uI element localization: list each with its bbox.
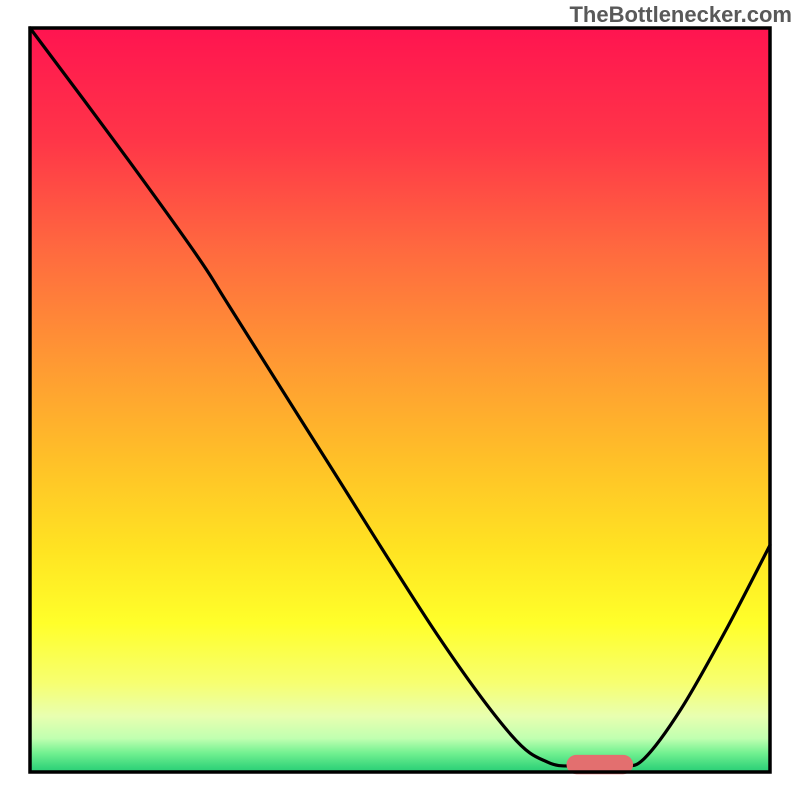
- watermark-text: TheBottlenecker.com: [569, 2, 792, 28]
- chart-container: { "watermark": { "text": "TheBottlenecke…: [0, 0, 800, 800]
- gradient-background: [30, 28, 770, 772]
- bottleneck-chart: [0, 0, 800, 800]
